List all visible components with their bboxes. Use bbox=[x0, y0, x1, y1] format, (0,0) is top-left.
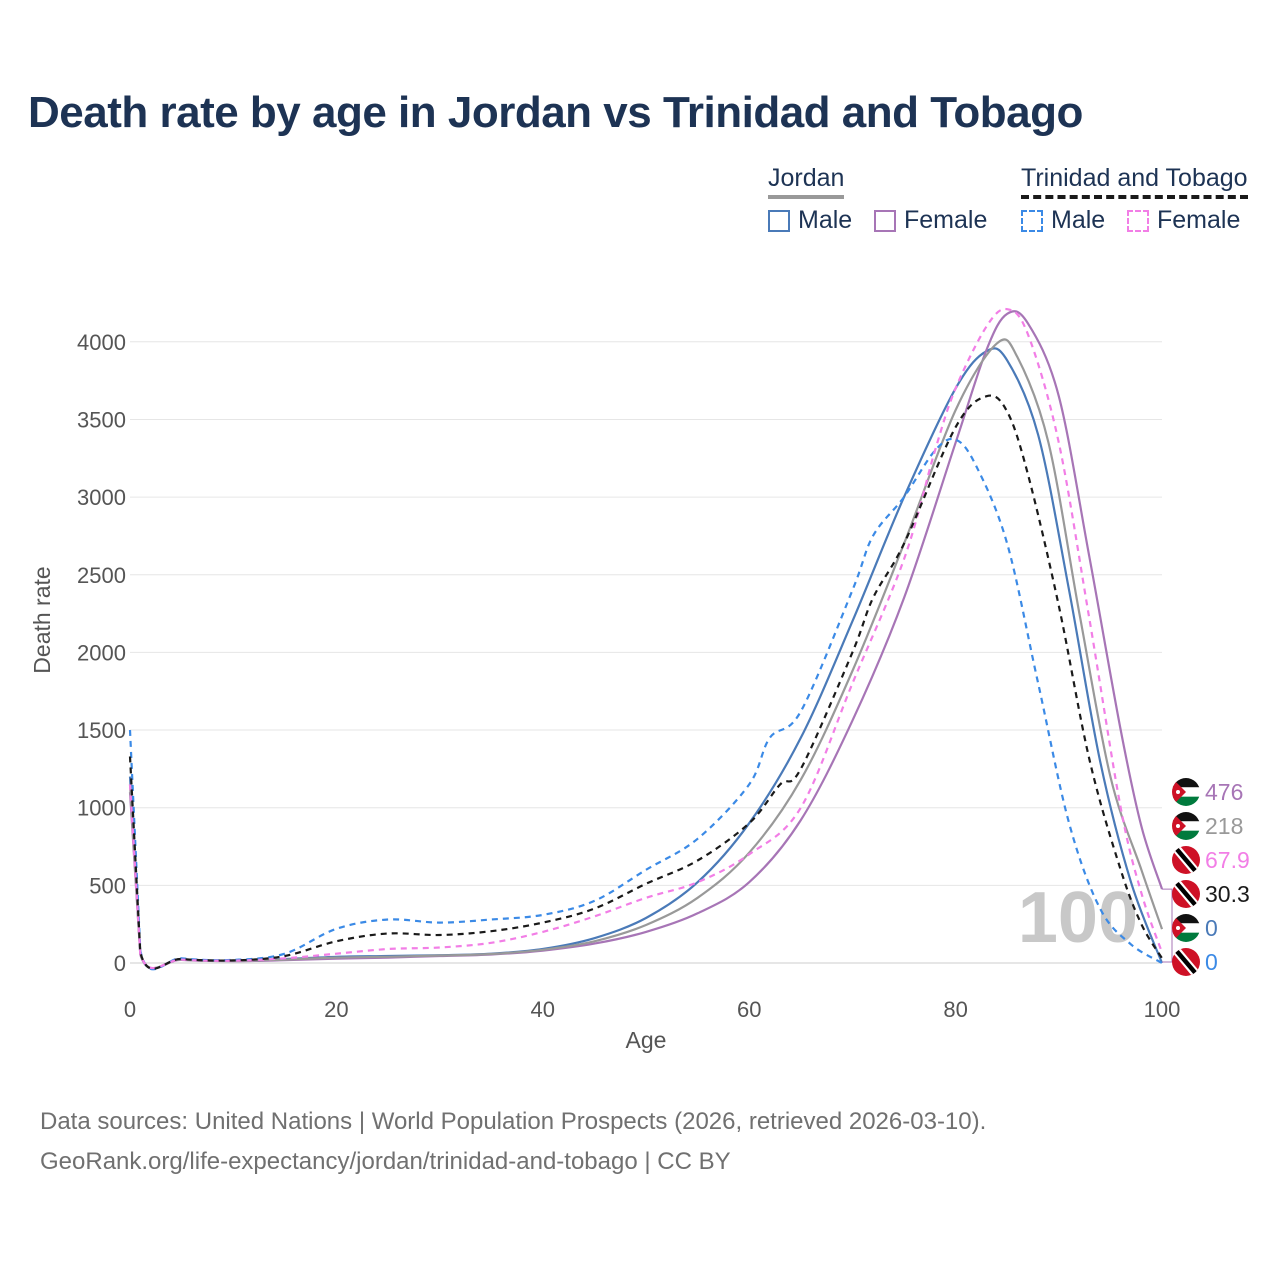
end-label-value: 0 bbox=[1205, 915, 1218, 941]
jordan-flag-icon bbox=[1172, 914, 1200, 942]
series-line-jordan-both-sexes[interactable] bbox=[128, 338, 1164, 970]
end-label-value: 67.9 bbox=[1205, 847, 1250, 873]
end-label-value: 218 bbox=[1205, 813, 1243, 839]
trinidad-flag-icon bbox=[1172, 948, 1200, 976]
y-tick-label: 2500 bbox=[77, 563, 126, 588]
jordan-flag-icon bbox=[1172, 778, 1200, 806]
legend-label-trinidad-male: Male bbox=[1051, 206, 1106, 234]
jordan-flag-icon bbox=[1172, 812, 1200, 840]
legend-item-jordan-male[interactable]: Male bbox=[768, 206, 852, 235]
y-tick-label: 1000 bbox=[77, 796, 126, 821]
footer-sources: Data sources: United Nations | World Pop… bbox=[40, 1108, 987, 1135]
x-tick-label: 60 bbox=[737, 997, 761, 1022]
y-tick-label: 3000 bbox=[77, 485, 126, 510]
series-line-trinidad-and-tobago-male[interactable] bbox=[128, 437, 1163, 971]
legend-label-trinidad-female: Female bbox=[1157, 206, 1241, 234]
current-age-watermark: 100 bbox=[1018, 878, 1138, 958]
series-line-jordan-male[interactable] bbox=[128, 347, 1164, 970]
footer-attribution[interactable]: GeoRank.org/life-expectancy/jordan/trini… bbox=[40, 1148, 731, 1175]
series-line-trinidad-and-tobago-both-sexes[interactable] bbox=[128, 394, 1163, 970]
legend-group-jordan-name: Jordan bbox=[768, 164, 845, 199]
chart-title: Death rate by age in Jordan vs Trinidad … bbox=[28, 88, 1083, 137]
x-tick-label: 80 bbox=[943, 997, 967, 1022]
end-label-connector bbox=[1162, 888, 1173, 963]
legend-group-trinidad: Trinidad and Tobago Male Female bbox=[1021, 164, 1261, 244]
legend-swatch-jordan-male bbox=[768, 209, 790, 232]
x-tick-label: 20 bbox=[324, 997, 348, 1022]
end-label-value: 476 bbox=[1205, 779, 1243, 805]
legend-group-trinidad-name: Trinidad and Tobago bbox=[1021, 164, 1248, 199]
y-axis-title: Death rate bbox=[29, 566, 55, 673]
trinidad-flag-icon bbox=[1172, 846, 1200, 874]
legend-item-trinidad-female[interactable]: Female bbox=[1127, 206, 1240, 235]
series-lines bbox=[128, 307, 1164, 971]
y-tick-label: 4000 bbox=[77, 330, 126, 355]
series-line-trinidad-and-tobago-female[interactable] bbox=[128, 307, 1164, 970]
legend-swatch-trinidad-male bbox=[1021, 209, 1043, 232]
x-axis-title: Age bbox=[626, 1027, 667, 1053]
end-label-value: 30.3 bbox=[1205, 881, 1250, 907]
x-tick-label: 40 bbox=[531, 997, 555, 1022]
legend-label-jordan-male: Male bbox=[798, 206, 853, 234]
legend-swatch-jordan-female bbox=[874, 209, 896, 232]
y-tick-label: 3500 bbox=[77, 407, 126, 432]
y-axis: 0 500 1000 1500 2000 2500 3000 3500 4000 bbox=[77, 330, 126, 976]
legend-label-jordan-female: Female bbox=[904, 206, 988, 234]
x-tick-label: 100 bbox=[1144, 997, 1181, 1022]
y-tick-label: 500 bbox=[89, 873, 126, 898]
grid-lines bbox=[130, 341, 1162, 964]
x-tick-label: 0 bbox=[124, 997, 136, 1022]
legend-swatch-trinidad-female bbox=[1127, 209, 1149, 232]
legend-group-jordan: Jordan Male Female bbox=[768, 164, 1008, 244]
y-tick-label: 2000 bbox=[77, 640, 126, 665]
trinidad-flag-icon bbox=[1172, 880, 1200, 908]
end-label-value: 0 bbox=[1205, 949, 1218, 975]
end-labels: 476 218 67.9 30.3 0 0 bbox=[1162, 778, 1250, 976]
legend-item-trinidad-male[interactable]: Male bbox=[1021, 206, 1105, 235]
y-tick-label: 0 bbox=[114, 951, 126, 976]
legend-item-jordan-female[interactable]: Female bbox=[874, 206, 987, 235]
y-tick-label: 1500 bbox=[77, 718, 126, 743]
x-axis: 0 20 40 60 80 100 bbox=[124, 997, 1180, 1022]
